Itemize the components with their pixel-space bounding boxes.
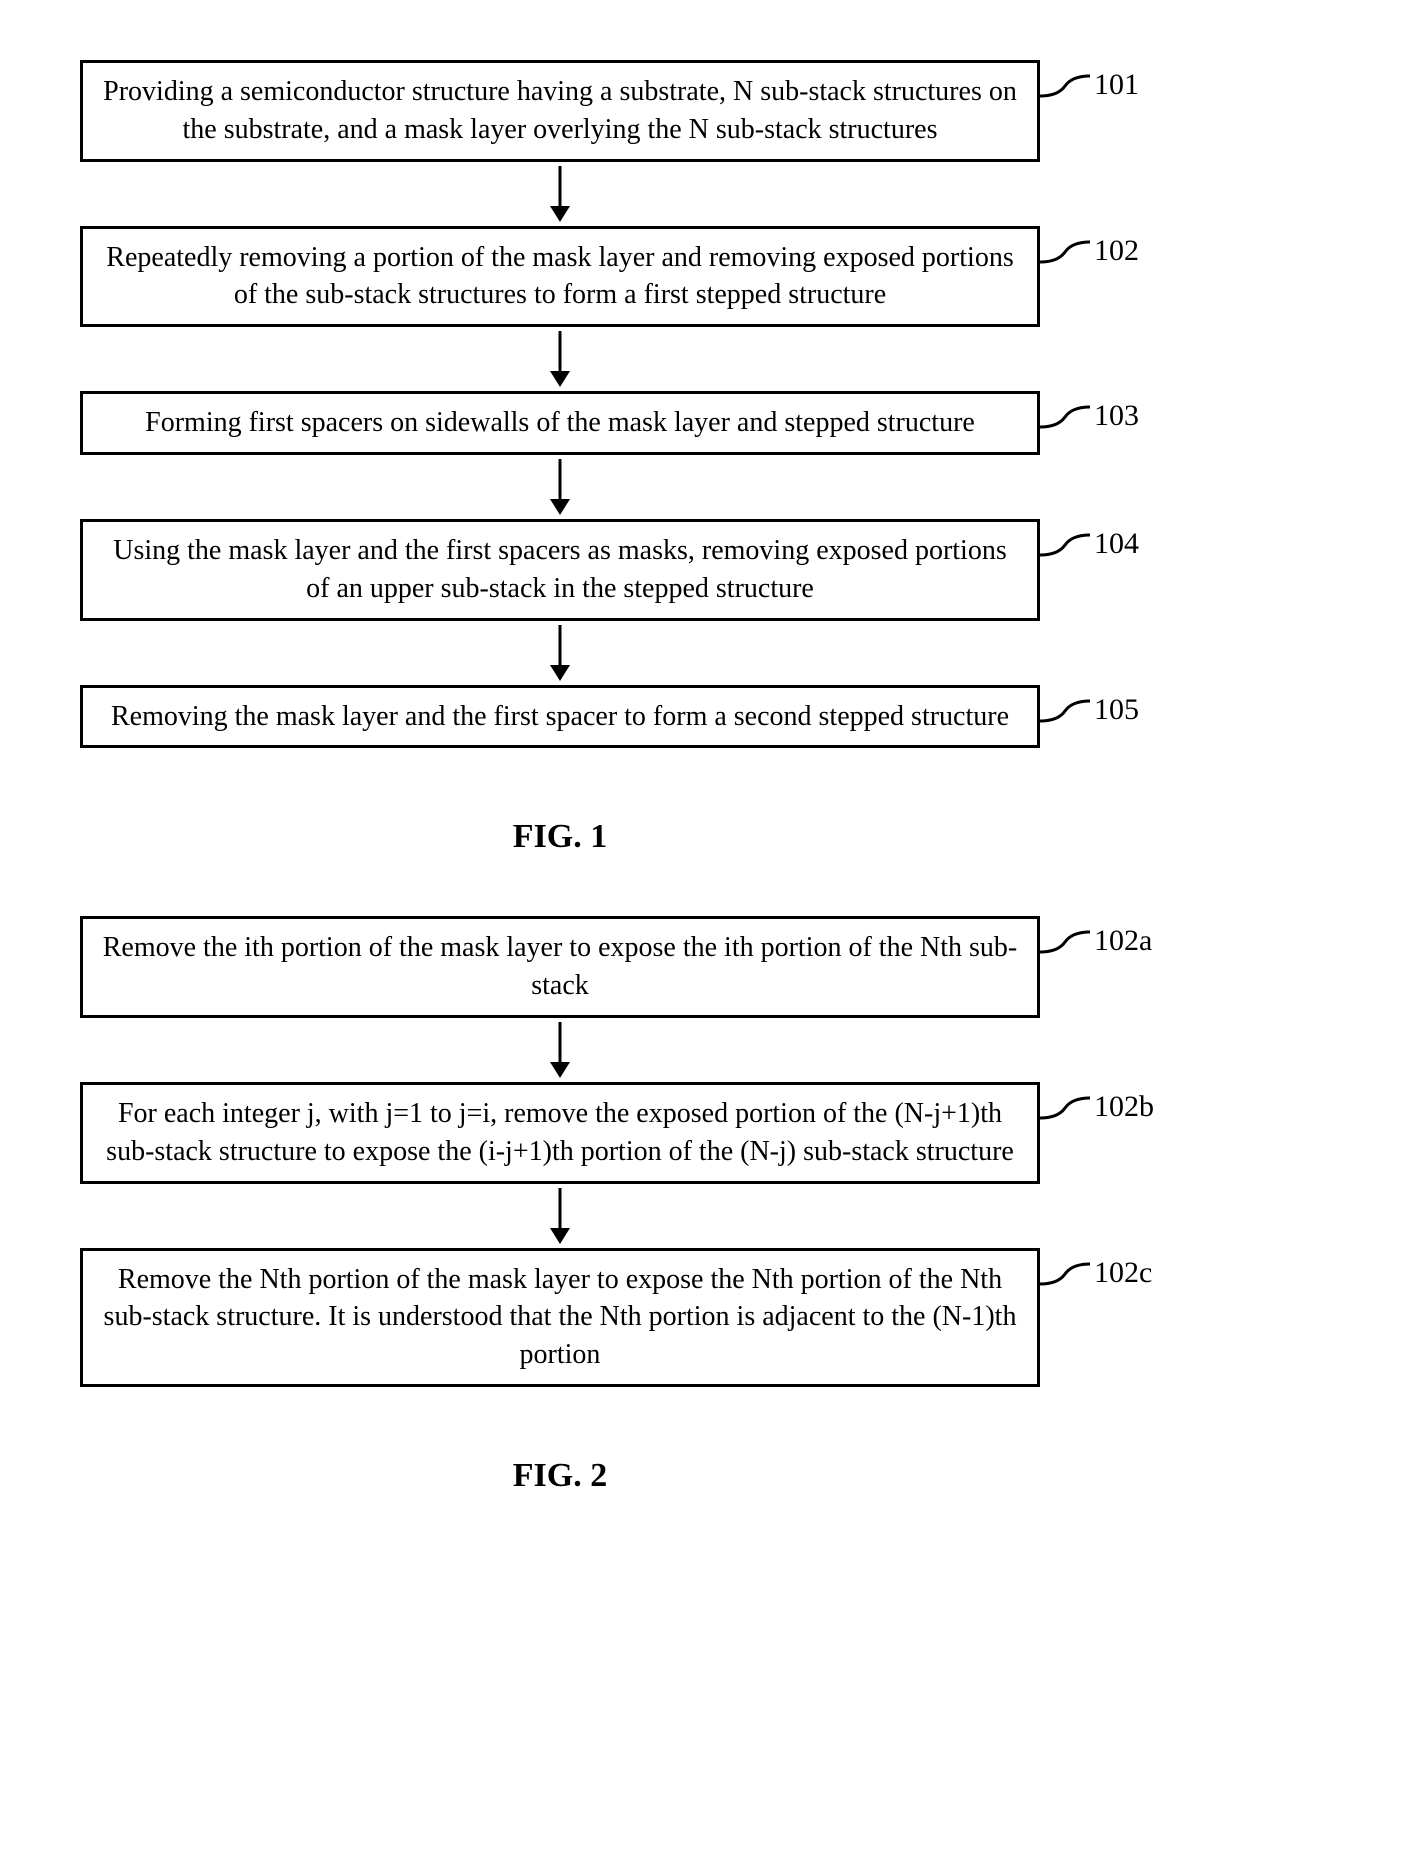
step-row: Forming first spacers on sidewalls of th…	[80, 391, 1325, 455]
step-label: 103	[1090, 399, 1139, 433]
label-connector: 102c	[1040, 1248, 1152, 1306]
step-label: 102a	[1090, 924, 1152, 958]
step-label: 102c	[1090, 1256, 1152, 1290]
step-box-104: Using the mask layer and the first space…	[80, 519, 1040, 621]
figure-1-caption: FIG. 1	[80, 818, 1040, 856]
label-connector: 102	[1040, 226, 1139, 284]
step-box-105: Removing the mask layer and the first sp…	[80, 685, 1040, 749]
step-box-103: Forming first spacers on sidewalls of th…	[80, 391, 1040, 455]
step-label: 104	[1090, 527, 1139, 561]
label-connector: 105	[1040, 685, 1139, 743]
step-row: Removing the mask layer and the first sp…	[80, 685, 1325, 749]
arrow-down-icon	[80, 327, 1040, 391]
figure-1-flowchart: Providing a semiconductor structure havi…	[80, 60, 1325, 856]
arrow-down-icon	[80, 1018, 1040, 1082]
step-text: Forming first spacers on sidewalls of th…	[145, 407, 975, 438]
step-label: 102b	[1090, 1090, 1154, 1124]
connector-curve-icon	[1040, 68, 1090, 118]
step-text: Providing a semiconductor structure havi…	[103, 76, 1017, 145]
connector-curve-icon	[1040, 527, 1090, 577]
connector-curve-icon	[1040, 693, 1090, 743]
arrow-down-icon	[80, 455, 1040, 519]
step-row: Remove the ith portion of the mask layer…	[80, 916, 1325, 1018]
arrow-down-icon	[80, 1184, 1040, 1248]
step-text: Remove the ith portion of the mask layer…	[103, 932, 1017, 1001]
step-text: Removing the mask layer and the first sp…	[111, 701, 1009, 732]
step-text: Remove the Nth portion of the mask layer…	[104, 1264, 1017, 1371]
step-text: Using the mask layer and the first space…	[113, 535, 1006, 604]
figure-2-caption: FIG. 2	[80, 1457, 1040, 1495]
step-label: 102	[1090, 234, 1139, 268]
connector-curve-icon	[1040, 1256, 1090, 1306]
step-label: 105	[1090, 693, 1139, 727]
connector-curve-icon	[1040, 1090, 1090, 1140]
step-row: Using the mask layer and the first space…	[80, 519, 1325, 621]
label-connector: 101	[1040, 60, 1139, 118]
label-connector: 104	[1040, 519, 1139, 577]
connector-curve-icon	[1040, 234, 1090, 284]
step-box-102a: Remove the ith portion of the mask layer…	[80, 916, 1040, 1018]
step-box-102c: Remove the Nth portion of the mask layer…	[80, 1248, 1040, 1387]
arrow-down-icon	[80, 162, 1040, 226]
step-row: For each integer j, with j=1 to j=i, rem…	[80, 1082, 1325, 1184]
step-text: Repeatedly removing a portion of the mas…	[106, 242, 1013, 311]
step-box-102b: For each integer j, with j=1 to j=i, rem…	[80, 1082, 1040, 1184]
connector-curve-icon	[1040, 924, 1090, 974]
step-box-102: Repeatedly removing a portion of the mas…	[80, 226, 1040, 328]
step-label: 101	[1090, 68, 1139, 102]
connector-curve-icon	[1040, 399, 1090, 449]
label-connector: 102a	[1040, 916, 1152, 974]
step-text: For each integer j, with j=1 to j=i, rem…	[106, 1098, 1014, 1167]
label-connector: 102b	[1040, 1082, 1154, 1140]
arrow-down-icon	[80, 621, 1040, 685]
step-row: Providing a semiconductor structure havi…	[80, 60, 1325, 162]
step-row: Repeatedly removing a portion of the mas…	[80, 226, 1325, 328]
step-box-101: Providing a semiconductor structure havi…	[80, 60, 1040, 162]
figure-2-flowchart: Remove the ith portion of the mask layer…	[80, 916, 1325, 1495]
step-row: Remove the Nth portion of the mask layer…	[80, 1248, 1325, 1387]
label-connector: 103	[1040, 391, 1139, 449]
